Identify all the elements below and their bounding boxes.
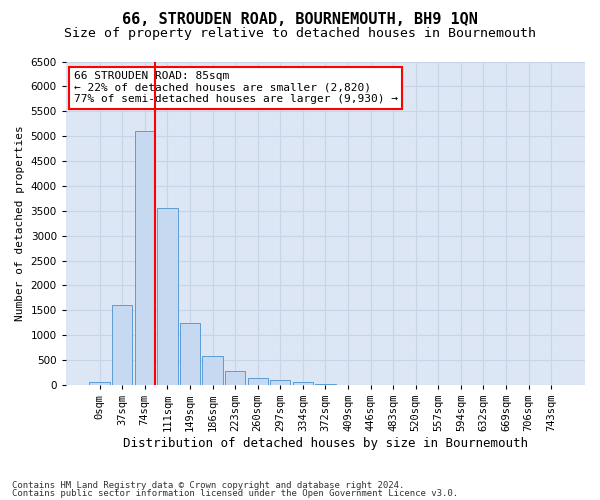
Bar [202, 356, 223, 385]
Bar [225, 371, 245, 385]
Bar [89, 382, 110, 385]
Bar [134, 131, 155, 385]
Bar [248, 378, 268, 385]
Y-axis label: Number of detached properties: Number of detached properties [15, 126, 25, 321]
Text: 66 STROUDEN ROAD: 85sqm
← 22% of detached houses are smaller (2,820)
77% of semi: 66 STROUDEN ROAD: 85sqm ← 22% of detache… [74, 71, 398, 104]
Bar [112, 306, 133, 385]
X-axis label: Distribution of detached houses by size in Bournemouth: Distribution of detached houses by size … [123, 437, 528, 450]
Text: Contains public sector information licensed under the Open Government Licence v3: Contains public sector information licen… [12, 489, 458, 498]
Bar [293, 382, 313, 385]
Bar [180, 322, 200, 385]
Text: 66, STROUDEN ROAD, BOURNEMOUTH, BH9 1QN: 66, STROUDEN ROAD, BOURNEMOUTH, BH9 1QN [122, 12, 478, 28]
Bar [157, 208, 178, 385]
Text: Contains HM Land Registry data © Crown copyright and database right 2024.: Contains HM Land Registry data © Crown c… [12, 480, 404, 490]
Text: Size of property relative to detached houses in Bournemouth: Size of property relative to detached ho… [64, 28, 536, 40]
Bar [270, 380, 290, 385]
